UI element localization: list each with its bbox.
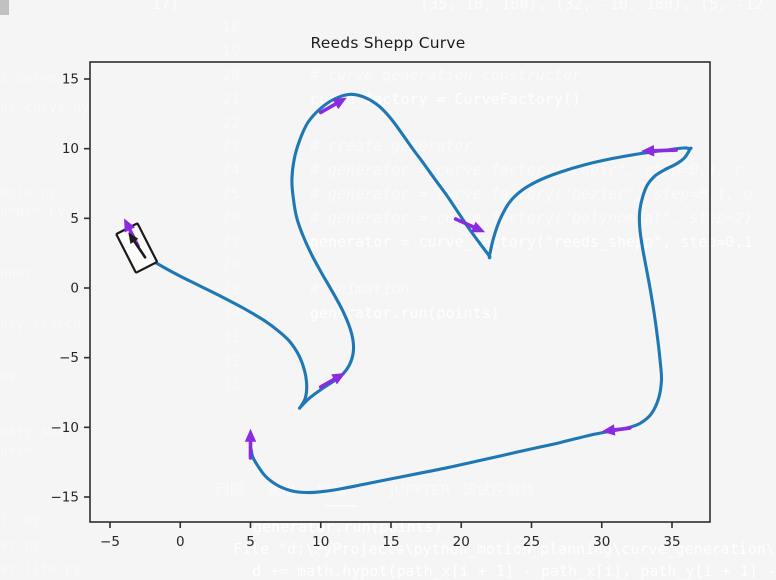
x-tick-label: 5: [246, 534, 255, 550]
faint-editor-text: 30: [222, 304, 241, 322]
faint-editor-text: File "d:\PyProjects\python_motion_planni…: [233, 540, 776, 558]
vehicle-heading-arrow-shaft: [131, 238, 147, 259]
faint-editor-text: # create generator: [310, 137, 473, 155]
y-tick-label: 10: [62, 141, 79, 157]
y-tick-label: 15: [62, 72, 79, 88]
waypoint-arrow-shaft: [610, 426, 632, 432]
waypoint-arrow-head: [601, 424, 616, 436]
y-tick-label: −10: [51, 420, 80, 436]
faint-editor-text: 17): [152, 0, 180, 13]
faint-editor-text: nary_sear: [0, 424, 74, 440]
waypoint-arrow-shaft: [318, 376, 338, 389]
x-tick-label: 10: [312, 534, 329, 550]
x-tick-label: −5: [100, 534, 120, 550]
faint-editor-text: # animation: [310, 280, 410, 298]
plot-title: Reeds Shepp Curve: [310, 34, 466, 52]
faint-editor-text: (35, 10, 180), (32, -10, 180), (5, -12: [420, 0, 764, 13]
faint-editor-text: arch: [0, 443, 33, 459]
x-tick-label: 25: [523, 534, 540, 550]
x-tick-label: 15: [382, 534, 399, 550]
faint-editor-text: # curve generation constructor: [310, 66, 581, 84]
axes-spines: [89, 61, 711, 523]
x-tick-label: 20: [453, 534, 470, 550]
faint-editor-text: nner: [0, 266, 33, 282]
faint-editor-text: mple.py: [0, 185, 57, 201]
y-tick-label: −5: [59, 350, 79, 366]
faint-editor-text: 25: [222, 185, 241, 203]
y-tick-label: 5: [70, 211, 79, 227]
faint-editor-text: 输出: [267, 483, 296, 499]
faint-editor-text: d += math.hypot(path_x[i + 1] - path_x[i…: [252, 562, 776, 580]
faint-editor-text: 23: [222, 137, 241, 155]
waypoint-arrow-head: [332, 97, 347, 110]
faint-editor-text: 18: [222, 18, 241, 36]
y-tick-label: −15: [51, 490, 80, 506]
faint-editor-text: 33: [222, 375, 241, 393]
faint-editor-text: t_.py: [0, 511, 41, 527]
vehicle-marker: [115, 222, 158, 274]
faint-editor-text: 调试控制台: [462, 483, 535, 499]
faint-editor-text: 28: [222, 256, 241, 274]
faint-editor-text: 22: [222, 114, 241, 132]
faint-editor-text: ample.py: [0, 203, 66, 219]
faint-editor-text: 27: [222, 233, 241, 251]
faint-editor-text: 19: [222, 42, 241, 60]
vehicle-heading-arrow-head: [128, 232, 139, 245]
y-tick-label: 0: [70, 281, 79, 297]
tab-underline: [325, 505, 357, 507]
faint-editor-text: generator.run(points): [310, 304, 500, 322]
faint-editor-text: 20: [222, 66, 241, 84]
waypoint-arrow-head: [641, 145, 655, 157]
faint-editor-text: 31: [222, 328, 241, 346]
faint-editor-text: 26: [222, 209, 241, 227]
faint-editor-text: # generator = curve_factory("cubic", ste…: [310, 161, 744, 179]
waypoint-arrow-head: [124, 218, 136, 233]
faint-editor-text: al_curve.py: [0, 100, 90, 116]
editor-smudge: [0, 0, 9, 15]
waypoint-arrow-head: [331, 372, 346, 385]
waypoint-arrow-shaft: [318, 101, 339, 115]
reeds-shepp-curve: [135, 92, 693, 495]
faint-editor-text: # generator = curve_factory("bezier", st…: [310, 185, 753, 203]
waypoint-arrow-head: [244, 428, 257, 442]
waypoint-arrow-shaft: [453, 217, 477, 230]
waypoint-arrow-shaft: [650, 148, 679, 153]
waypoint-arrow-head: [470, 221, 486, 233]
faint-editor-text: ar_lite.py: [0, 561, 82, 577]
faint-editor-text: JUPYTER: [390, 483, 451, 499]
faint-editor-text: 24: [222, 161, 241, 179]
x-tick-label: 30: [593, 534, 610, 550]
faint-editor-text: 21: [222, 90, 241, 108]
faint-editor-text: ary_search: [0, 316, 82, 332]
faint-editor-text: 问题: [215, 483, 244, 499]
faint-editor-text: 29: [222, 280, 241, 298]
faint-editor-text: s_curve.py: [0, 70, 82, 86]
faint-editor-text: py: [0, 366, 17, 382]
faint-editor-text: 32: [222, 352, 241, 370]
faint-editor-text: ar.py: [0, 537, 41, 553]
x-tick-label: 0: [176, 534, 185, 550]
x-tick-label: 35: [663, 534, 680, 550]
